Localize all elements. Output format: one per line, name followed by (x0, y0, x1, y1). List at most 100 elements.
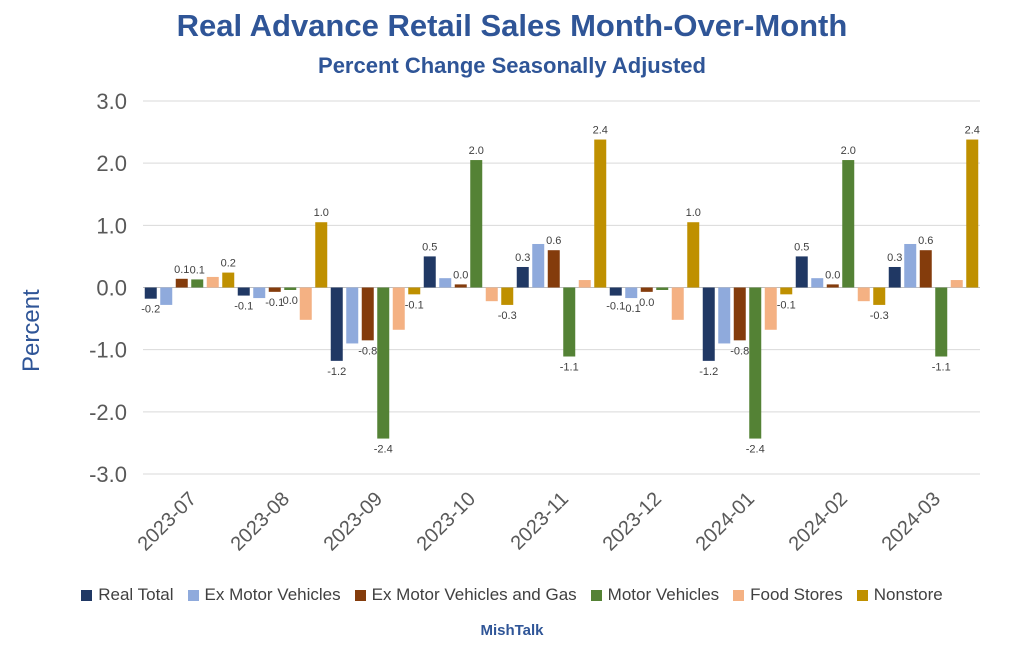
data-label: 0.5 (422, 241, 437, 253)
legend-item: Ex Motor Vehicles and Gas (354, 585, 577, 605)
bar (764, 287, 777, 330)
data-label: 2.4 (965, 125, 980, 137)
data-label: -0.1 (234, 301, 253, 313)
legend-label: Nonstore (873, 585, 943, 604)
data-label: -0.1 (405, 299, 424, 311)
bar (718, 287, 731, 344)
x-tick-label: 2023-08 (227, 488, 294, 555)
bar (454, 284, 467, 288)
data-label: 0.1 (174, 264, 189, 276)
bar (640, 287, 653, 292)
data-label: -1.2 (699, 366, 718, 378)
legend-swatch (733, 589, 745, 601)
bar (423, 256, 436, 288)
bar (501, 287, 514, 305)
chart-subtitle: Percent Change Seasonally Adjusted (318, 53, 706, 78)
legend-swatch (354, 589, 366, 601)
data-label: -0.1 (622, 303, 641, 315)
bar (315, 222, 328, 288)
x-tick-label: 2023-09 (320, 488, 387, 555)
plot-area: 3.0 2.0 1.0 0.0 -1.0 -2.0 -3.0 -0.2 -0.1 -1.2 0.5 0… (89, 89, 980, 555)
data-label: -2.4 (746, 444, 765, 456)
data-label: -0.8 (730, 345, 749, 357)
bar (687, 222, 700, 288)
data-label: -2.4 (374, 444, 393, 456)
data-label: -0.1 (606, 301, 625, 313)
data-label: -0.8 (358, 345, 377, 357)
bar (919, 250, 932, 288)
legend-item: Ex Motor Vehicles (187, 585, 341, 605)
bar (671, 287, 684, 320)
x-tick-label: 2024-02 (785, 488, 852, 555)
data-label: 0.0 (453, 269, 468, 281)
y-tick-label: 0.0 (96, 276, 127, 301)
x-tick-label: 2024-01 (692, 488, 759, 555)
bar (656, 287, 669, 290)
data-label: -1.2 (327, 366, 346, 378)
bar (361, 287, 374, 341)
x-tick-label: 2023-07 (134, 488, 201, 555)
bar (532, 243, 545, 288)
x-tick-label: 2023-11 (507, 488, 573, 554)
data-label: 0.3 (887, 252, 902, 264)
data-label: 0.0 (639, 297, 654, 309)
bar (888, 266, 901, 288)
bar (780, 287, 793, 295)
data-label: -0.3 (870, 310, 889, 322)
legend-item: Motor Vehicles (590, 585, 720, 605)
data-label: 2.0 (841, 145, 856, 157)
data-label: -0.1 (265, 297, 284, 309)
bar (330, 287, 343, 361)
y-tick-label: 3.0 (96, 89, 127, 114)
legend-swatch (81, 589, 93, 601)
bar (873, 287, 886, 305)
bar (749, 287, 762, 439)
bar (284, 287, 297, 290)
bar (811, 278, 824, 288)
data-label: 0.5 (794, 241, 809, 253)
legend-label: Real Total (98, 585, 174, 604)
legend: Real Total Ex Motor Vehicles Ex Motor Vehi… (0, 585, 1024, 605)
bar (516, 266, 529, 288)
y-tick-label: 1.0 (96, 213, 127, 238)
bar (563, 287, 576, 357)
data-label: 2.0 (469, 145, 484, 157)
bar (966, 139, 979, 288)
legend-label: Motor Vehicles (607, 585, 720, 604)
data-label: -0.1 (777, 299, 796, 311)
bar (935, 287, 948, 357)
bar (299, 287, 312, 320)
bar (826, 284, 839, 288)
x-tick-label: 2023-10 (413, 488, 480, 555)
legend-label: Ex Motor Vehicles and Gas (371, 585, 577, 604)
legend-swatch (856, 589, 868, 601)
bar (206, 276, 219, 288)
bar (733, 287, 746, 341)
data-label: 2.4 (593, 125, 608, 137)
legend-label: Ex Motor Vehicles (204, 585, 341, 604)
bar (470, 160, 483, 288)
legend-swatch (590, 589, 602, 601)
legend-item: Food Stores (733, 585, 843, 605)
bar (346, 287, 359, 344)
data-label: -0.2 (141, 304, 160, 316)
bar (408, 287, 421, 295)
data-label: 1.0 (314, 207, 329, 219)
bar (547, 250, 560, 288)
bar (795, 256, 808, 288)
y-tick-label: -1.0 (89, 338, 127, 363)
data-label: 0.3 (515, 252, 530, 264)
x-tick-label: 2024-03 (878, 488, 945, 555)
bar (237, 287, 250, 296)
data-label: -1.1 (560, 362, 579, 374)
data-label: -0.3 (498, 310, 517, 322)
bar (904, 243, 917, 288)
bar (857, 287, 870, 302)
bar (950, 280, 963, 288)
legend-item: Real Total (81, 585, 174, 605)
data-label: 0.0 (283, 295, 298, 307)
bar (377, 287, 390, 439)
bar (842, 160, 855, 288)
bar (439, 278, 452, 288)
